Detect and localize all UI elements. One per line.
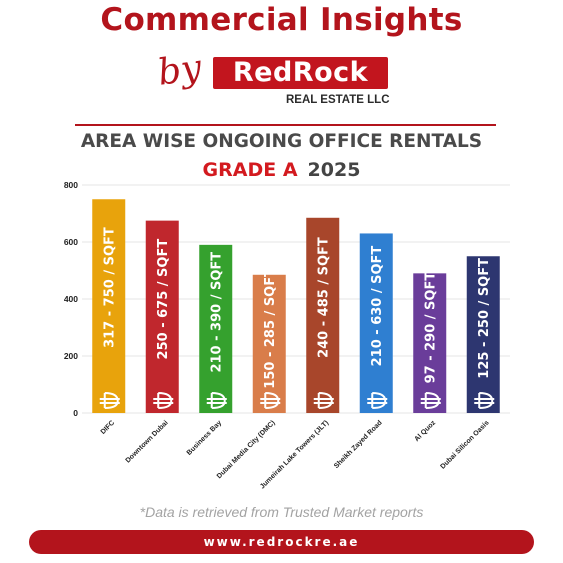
dirham-icon — [420, 392, 441, 409]
dirham-glyph — [367, 392, 388, 409]
year-label: 2025 — [307, 159, 361, 181]
grade-label: GRADE A — [202, 159, 298, 181]
y-tick-label: 600 — [64, 237, 78, 247]
bar-group: 250 - 675 / SQFT Downtown Dubai — [125, 220, 179, 465]
dirham-icon — [313, 392, 334, 409]
dirham-glyph — [153, 392, 174, 409]
bar — [199, 244, 233, 413]
website-bar[interactable]: www.redrockre.ae — [29, 530, 534, 554]
footnote: *Data is retrieved from Trusted Market r… — [139, 504, 424, 520]
bar-value-label: 125 - 250 / SQFT — [477, 258, 492, 379]
bar-group: 210 - 630 / SQFT Sheikh Zayed Road — [333, 233, 393, 470]
x-tick-label: Business Bay — [186, 419, 223, 456]
bar-group: 125 - 250 / SQFT Dubai Silicon Oasis — [439, 256, 500, 471]
redrock-logo: RedRock — [213, 57, 388, 89]
dirham-icon — [99, 392, 120, 409]
bar-value-label: 317 - 750 / SQFT — [103, 227, 118, 348]
bar — [306, 217, 340, 413]
bar-group: 317 - 750 / SQFT DIFC — [92, 199, 126, 436]
dirham-icon — [260, 392, 281, 409]
logo-subtitle: REAL ESTATE LLC — [286, 94, 390, 106]
x-tick-label: DIFC — [100, 419, 117, 436]
y-tick-label: 800 — [64, 180, 78, 190]
grade-line: GRADE A 2025 — [0, 159, 563, 181]
dirham-glyph — [99, 392, 120, 409]
dirham-glyph — [206, 392, 227, 409]
x-tick-label: Al Quoz — [414, 419, 438, 443]
dirham-icon — [153, 392, 174, 409]
bar — [92, 199, 126, 413]
header-divider — [75, 124, 496, 126]
dirham-glyph — [313, 392, 334, 409]
y-tick-label: 400 — [64, 294, 78, 304]
y-tick-label: 200 — [64, 351, 78, 361]
dirham-glyph — [474, 392, 495, 409]
bar — [359, 233, 393, 413]
page-title: Commercial Insights — [100, 2, 463, 38]
bar-value-label: 210 - 630 / SQFT — [370, 246, 385, 367]
dirham-glyph — [420, 392, 441, 409]
bar — [145, 220, 179, 413]
bar — [466, 256, 500, 413]
bar-value-label: 250 - 675 / SQFT — [156, 239, 171, 360]
bar-value-label: 97 - 290 / SQFT — [424, 272, 439, 384]
bar — [252, 274, 286, 413]
bar-value-label: 150 - 285 / SQFT — [263, 268, 278, 389]
bar-group: 97 - 290 / SQFT Al Quoz — [413, 272, 447, 443]
bar — [413, 273, 447, 413]
x-tick-label: Downtown Dubai — [125, 419, 170, 464]
x-tick-label: Dubai Media City (DMC) — [216, 419, 277, 480]
x-tick-label: Sheikh Zayed Road — [333, 419, 384, 470]
logo-text: RedRock — [232, 57, 369, 88]
dirham-icon — [474, 392, 495, 409]
chart-subtitle: AREA WISE ONGOING OFFICE RENTALS — [80, 131, 483, 152]
bar-group: 210 - 390 / SQFT Business Bay — [186, 244, 233, 457]
y-tick-label: 0 — [73, 408, 78, 418]
x-tick-label: Dubai Silicon Oasis — [439, 419, 490, 470]
bar-value-label: 210 - 390 / SQFT — [210, 252, 225, 373]
dirham-icon — [206, 392, 227, 409]
bar-value-label: 240 - 485 / SQFT — [317, 237, 332, 358]
dirham-icon — [367, 392, 388, 409]
website-url[interactable]: www.redrockre.ae — [203, 535, 360, 549]
dirham-glyph — [260, 392, 281, 409]
